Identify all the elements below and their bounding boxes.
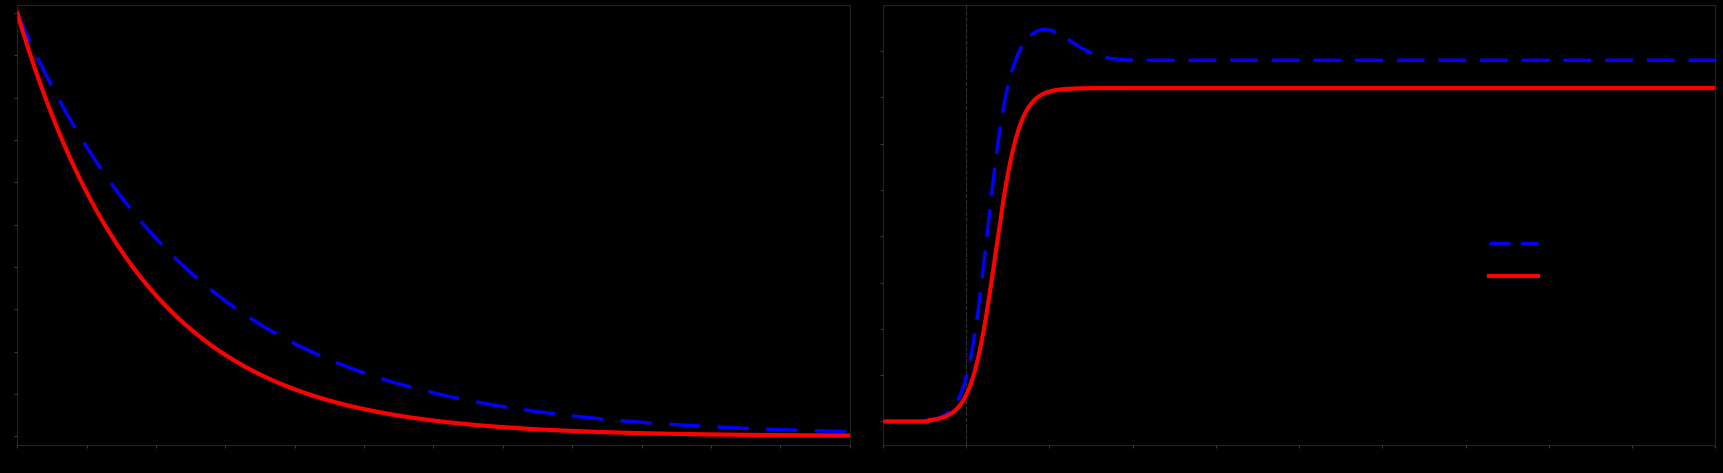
Legend: , : ,: [1489, 237, 1547, 283]
